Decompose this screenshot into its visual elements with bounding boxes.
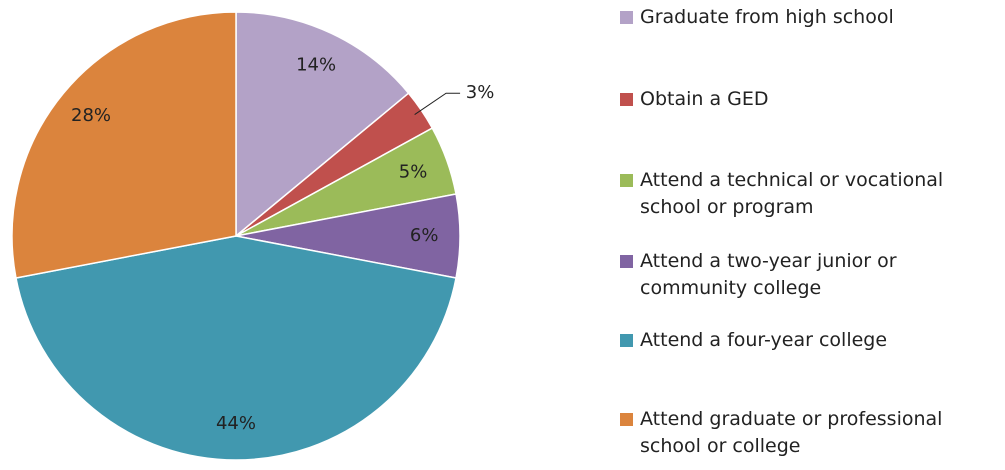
legend-entry: Obtain a GED bbox=[620, 86, 995, 113]
pie-slice bbox=[235, 11, 410, 238]
legend-label: Obtain a GED bbox=[640, 88, 769, 110]
legend-entry: Attend a two-year junior or community co… bbox=[620, 248, 995, 302]
legend-label: Graduate from high school bbox=[640, 6, 894, 28]
data-label: 6% bbox=[410, 225, 439, 246]
data-label: 3% bbox=[466, 82, 495, 103]
legend-label: Attend a technical or vocational school … bbox=[640, 169, 944, 218]
legend-entry: Attend a four-year college bbox=[620, 327, 995, 354]
data-label: 5% bbox=[399, 161, 428, 182]
data-label: 28% bbox=[71, 105, 111, 126]
legend-entry: Attend graduate or professional school o… bbox=[620, 406, 995, 460]
data-label: 14% bbox=[296, 55, 336, 76]
legend-swatch bbox=[620, 413, 633, 426]
leader-line bbox=[414, 92, 461, 116]
pie-slice bbox=[15, 235, 457, 461]
legend-swatch bbox=[620, 334, 633, 347]
pie-slice bbox=[11, 11, 237, 279]
legend-entry: Graduate from high school bbox=[620, 4, 995, 31]
data-label: 44% bbox=[216, 413, 256, 434]
legend-label: Attend graduate or professional school o… bbox=[640, 408, 943, 457]
legend-label: Attend a four-year college bbox=[640, 329, 888, 351]
legend-swatch bbox=[620, 174, 633, 187]
legend: Graduate from high school Obtain a GED Att… bbox=[620, 0, 1000, 470]
legend-entry: Attend a technical or vocational school … bbox=[620, 167, 995, 221]
legend-swatch bbox=[620, 11, 633, 24]
legend-swatch bbox=[620, 93, 633, 106]
pie-area: 14% 3% 5% 6% 44% 28% bbox=[11, 11, 495, 461]
legend-label: Attend a two-year junior or community co… bbox=[640, 250, 897, 299]
legend-swatch bbox=[620, 255, 633, 268]
